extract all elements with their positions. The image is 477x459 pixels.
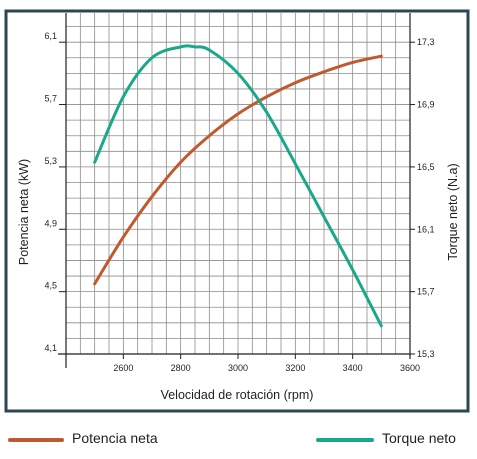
series-line-torque-neto [93,44,383,328]
series-line-potencia-neta [93,54,383,286]
y-left-tick-label: 4,5 [44,281,57,291]
y-axis-label-left: Potencia neta (kW) [17,159,31,265]
y-right-tick-label: 16,5 [417,162,435,172]
axes [58,13,415,368]
y-left-tick-label: 5,3 [44,156,57,166]
y-left-tick-label: 4,1 [44,343,57,353]
legend-label-potencia: Potencia neta [72,430,158,446]
y-right-tick-label: 16,9 [417,100,435,110]
y-left-tick-label: 5,7 [44,94,57,104]
legend-swatch-potencia [8,438,64,442]
x-tick-label: 2600 [113,363,133,373]
y-axis-label-right: Torque neto (N.a) [446,163,460,260]
x-axis-label: Velocidad de rotación (rpm) [161,388,314,402]
x-tick-label: 3600 [400,363,420,373]
y-left-tick-label: 4,9 [44,218,57,228]
tick-labels: 2600 2800 3000 3200 3400 3600 4,1 4,5 4,9 5,3 5,7 6… [44,31,434,373]
chart-figure: 2600 2800 3000 3200 3400 3600 4,1 4,5 4,9 5,3 5,7 6… [4,9,470,413]
y-right-tick-label: 15,7 [417,287,435,297]
y-right-tick-label: 16,1 [417,224,435,234]
y-right-tick-label: 15,3 [417,349,435,359]
grid [66,13,410,354]
y-right-tick-label: 17,3 [417,37,435,47]
x-tick-label: 3000 [228,363,248,373]
x-tick-label: 2800 [171,363,191,373]
legend-swatch-torque [316,438,374,442]
legend-label-torque: Torque neto [382,430,456,446]
series-lines [93,44,383,328]
y-left-tick-label: 6,1 [44,31,57,41]
x-tick-label: 3200 [285,363,305,373]
legend: Potencia neta Torque neto [0,425,477,455]
x-tick-label: 3400 [343,363,363,373]
chart-frame [4,9,470,413]
